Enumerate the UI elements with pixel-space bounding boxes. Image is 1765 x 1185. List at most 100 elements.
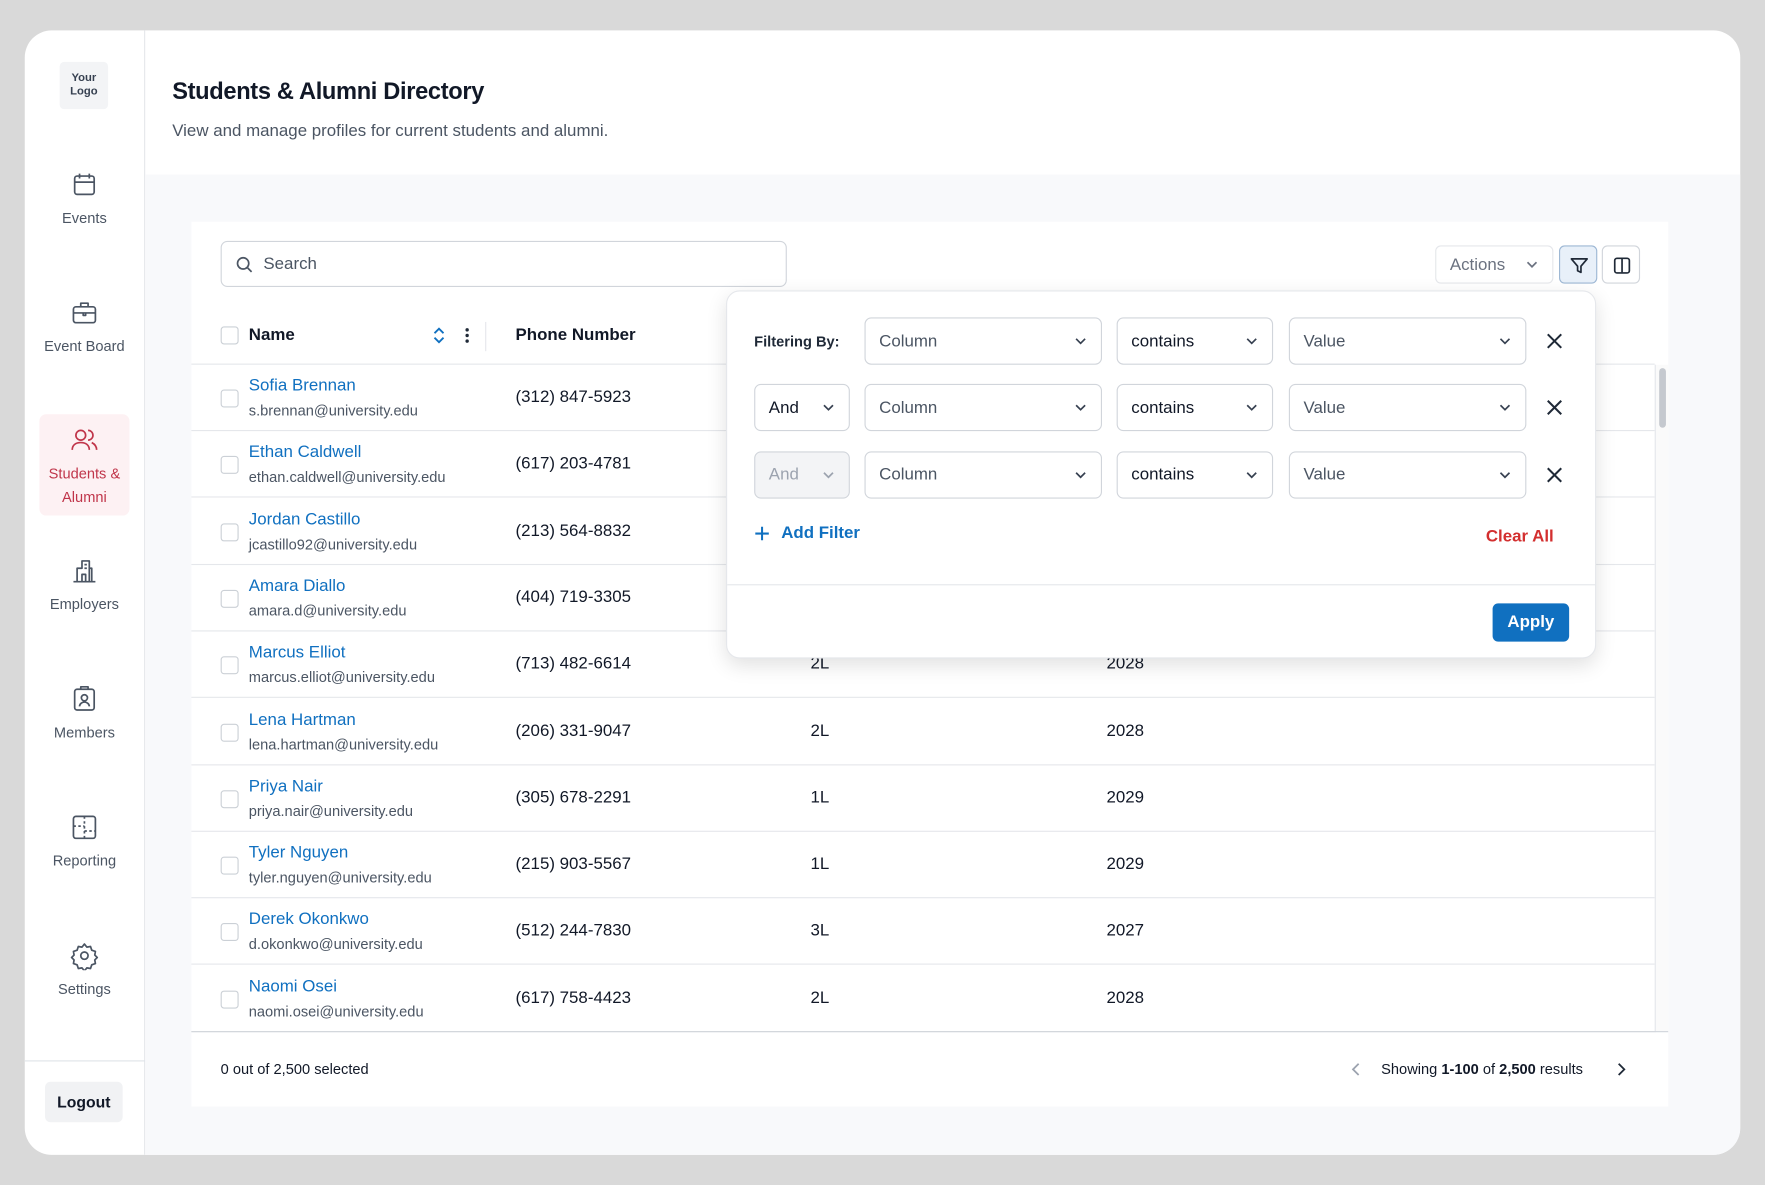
operator-select[interactable]: contains <box>1116 450 1274 499</box>
chevron <box>1499 471 1511 479</box>
student-name[interactable]: Sofia Brennan <box>248 375 356 396</box>
column-select[interactable]: Column <box>864 317 1103 365</box>
student-name[interactable]: Amara Diallo <box>248 576 346 596</box>
column-select[interactable]: Column <box>864 450 1103 499</box>
student-name[interactable]: Priya Nair <box>248 776 323 796</box>
divider <box>727 584 1596 586</box>
nav-item[interactable]: Members <box>39 680 129 749</box>
chevron <box>1075 404 1086 412</box>
column-menu[interactable] <box>463 326 472 344</box>
nav-item[interactable]: Employers <box>39 552 129 621</box>
class-level: 1L <box>810 787 830 807</box>
nav-icon <box>73 173 96 196</box>
row-checkbox[interactable] <box>220 456 239 475</box>
operator-select-text: contains <box>1131 464 1195 485</box>
operator-select[interactable]: contains <box>1116 384 1274 432</box>
student-name[interactable]: Marcus Elliot <box>248 642 346 663</box>
column-divider <box>485 321 487 352</box>
row-checkbox[interactable] <box>220 923 239 942</box>
select-all-checkbox[interactable] <box>220 326 239 345</box>
column-select-text: Column <box>879 398 938 418</box>
phone-number: (617) 758-4423 <box>515 987 632 1008</box>
sort-icon[interactable] <box>431 326 447 344</box>
column-select[interactable]: Column <box>864 384 1103 432</box>
remove-filter[interactable] <box>1547 467 1563 483</box>
value-select[interactable]: Value <box>1288 384 1527 432</box>
class-level: 2L <box>810 987 830 1008</box>
search-box[interactable]: Search <box>220 240 787 288</box>
clear-all-button[interactable]: Clear All <box>1485 526 1554 546</box>
pagination-text: of <box>1482 1060 1496 1078</box>
phone-number: (404) 719-3305 <box>515 587 632 607</box>
app-window: Your Logo Logout Events Event Board Studen… <box>24 30 1741 1155</box>
student-name[interactable]: Ethan Caldwell <box>248 442 362 462</box>
student-name[interactable]: Naomi Osei <box>248 976 337 996</box>
value-select[interactable]: Value <box>1288 450 1527 499</box>
filter-button[interactable] <box>1559 245 1598 284</box>
actions-label: Actions <box>1449 254 1506 275</box>
row-checkbox[interactable] <box>220 522 239 541</box>
next-page[interactable] <box>1615 1061 1626 1077</box>
row-checkbox[interactable] <box>220 990 239 1009</box>
row-checkbox[interactable] <box>220 723 239 742</box>
content-area: Search Actions Name Phone Number Sofia B… <box>145 174 1741 1155</box>
add-filter-label: Add Filter <box>781 523 860 543</box>
student-name[interactable]: Derek Okonkwo <box>248 909 369 930</box>
nav-item[interactable]: Event Board <box>39 294 129 363</box>
nav-icon <box>71 429 98 450</box>
filter-label: Filtering By: <box>754 333 840 351</box>
value-select[interactable]: Value <box>1288 317 1527 365</box>
student-email: amara.d@university.edu <box>248 602 407 619</box>
row-checkbox[interactable] <box>220 789 239 808</box>
add-filter-button[interactable]: Add Filter <box>754 523 860 543</box>
grad-year: 2027 <box>1106 921 1145 941</box>
logout-button[interactable]: Logout <box>45 1081 123 1123</box>
columns-button[interactable] <box>1601 245 1641 284</box>
prev-page[interactable] <box>1351 1061 1362 1077</box>
pagination-text: results <box>1539 1060 1584 1078</box>
table-row: Marcus Elliot marcus.elliot@university.ed… <box>191 632 1655 699</box>
student-name[interactable]: Tyler Nguyen <box>248 843 349 863</box>
column-select-text: Column <box>879 331 938 351</box>
student-email: priya.nair@university.edu <box>248 802 414 820</box>
class-level: 1L <box>810 854 830 874</box>
student-name[interactable]: Jordan Castillo <box>248 509 361 529</box>
nav-item[interactable]: Reporting <box>39 808 129 877</box>
chevron <box>1246 404 1257 412</box>
remove-filter[interactable] <box>1547 400 1563 416</box>
student-name[interactable]: Lena Hartman <box>248 709 356 729</box>
grad-year: 2028 <box>1106 987 1145 1008</box>
row-checkbox[interactable] <box>220 656 239 675</box>
student-email: s.brennan@university.edu <box>248 401 418 419</box>
nav-label: Students & Alumni <box>48 464 121 506</box>
remove-filter[interactable] <box>1547 333 1563 349</box>
nav-item[interactable]: Settings <box>39 937 129 1006</box>
operator-select[interactable]: contains <box>1116 317 1274 365</box>
chevron <box>1075 338 1086 345</box>
row-checkbox[interactable] <box>220 589 239 608</box>
table-row: Priya Nair priya.nair@university.edu (305)… <box>191 765 1655 832</box>
plus-icon <box>755 526 769 540</box>
conjunction-select[interactable]: And <box>754 384 850 432</box>
chevron <box>823 471 834 479</box>
chevron <box>1246 338 1257 345</box>
column-select-text: Column <box>879 464 938 485</box>
row-checkbox[interactable] <box>220 856 239 875</box>
nav-item[interactable]: Students & Alumni <box>39 414 130 516</box>
pagination-summary: Showing 1-100 of 2,500 results <box>1381 1060 1583 1077</box>
filter-icon <box>1570 258 1588 274</box>
columns-icon <box>1613 257 1631 274</box>
row-checkbox[interactable] <box>220 389 239 408</box>
scrollbar-thumb[interactable] <box>1659 368 1666 428</box>
conjunction-select[interactable]: And <box>754 450 850 499</box>
nav-icon <box>73 685 96 711</box>
chevron <box>823 404 834 412</box>
phone-number: (305) 678-2291 <box>515 787 632 807</box>
apply-button[interactable]: Apply <box>1492 603 1570 642</box>
column-header: Phone Number <box>515 325 636 345</box>
nav-item[interactable]: Events <box>39 165 129 234</box>
actions-button[interactable]: Actions <box>1435 245 1554 284</box>
phone-number: (213) 564-8832 <box>515 520 632 540</box>
